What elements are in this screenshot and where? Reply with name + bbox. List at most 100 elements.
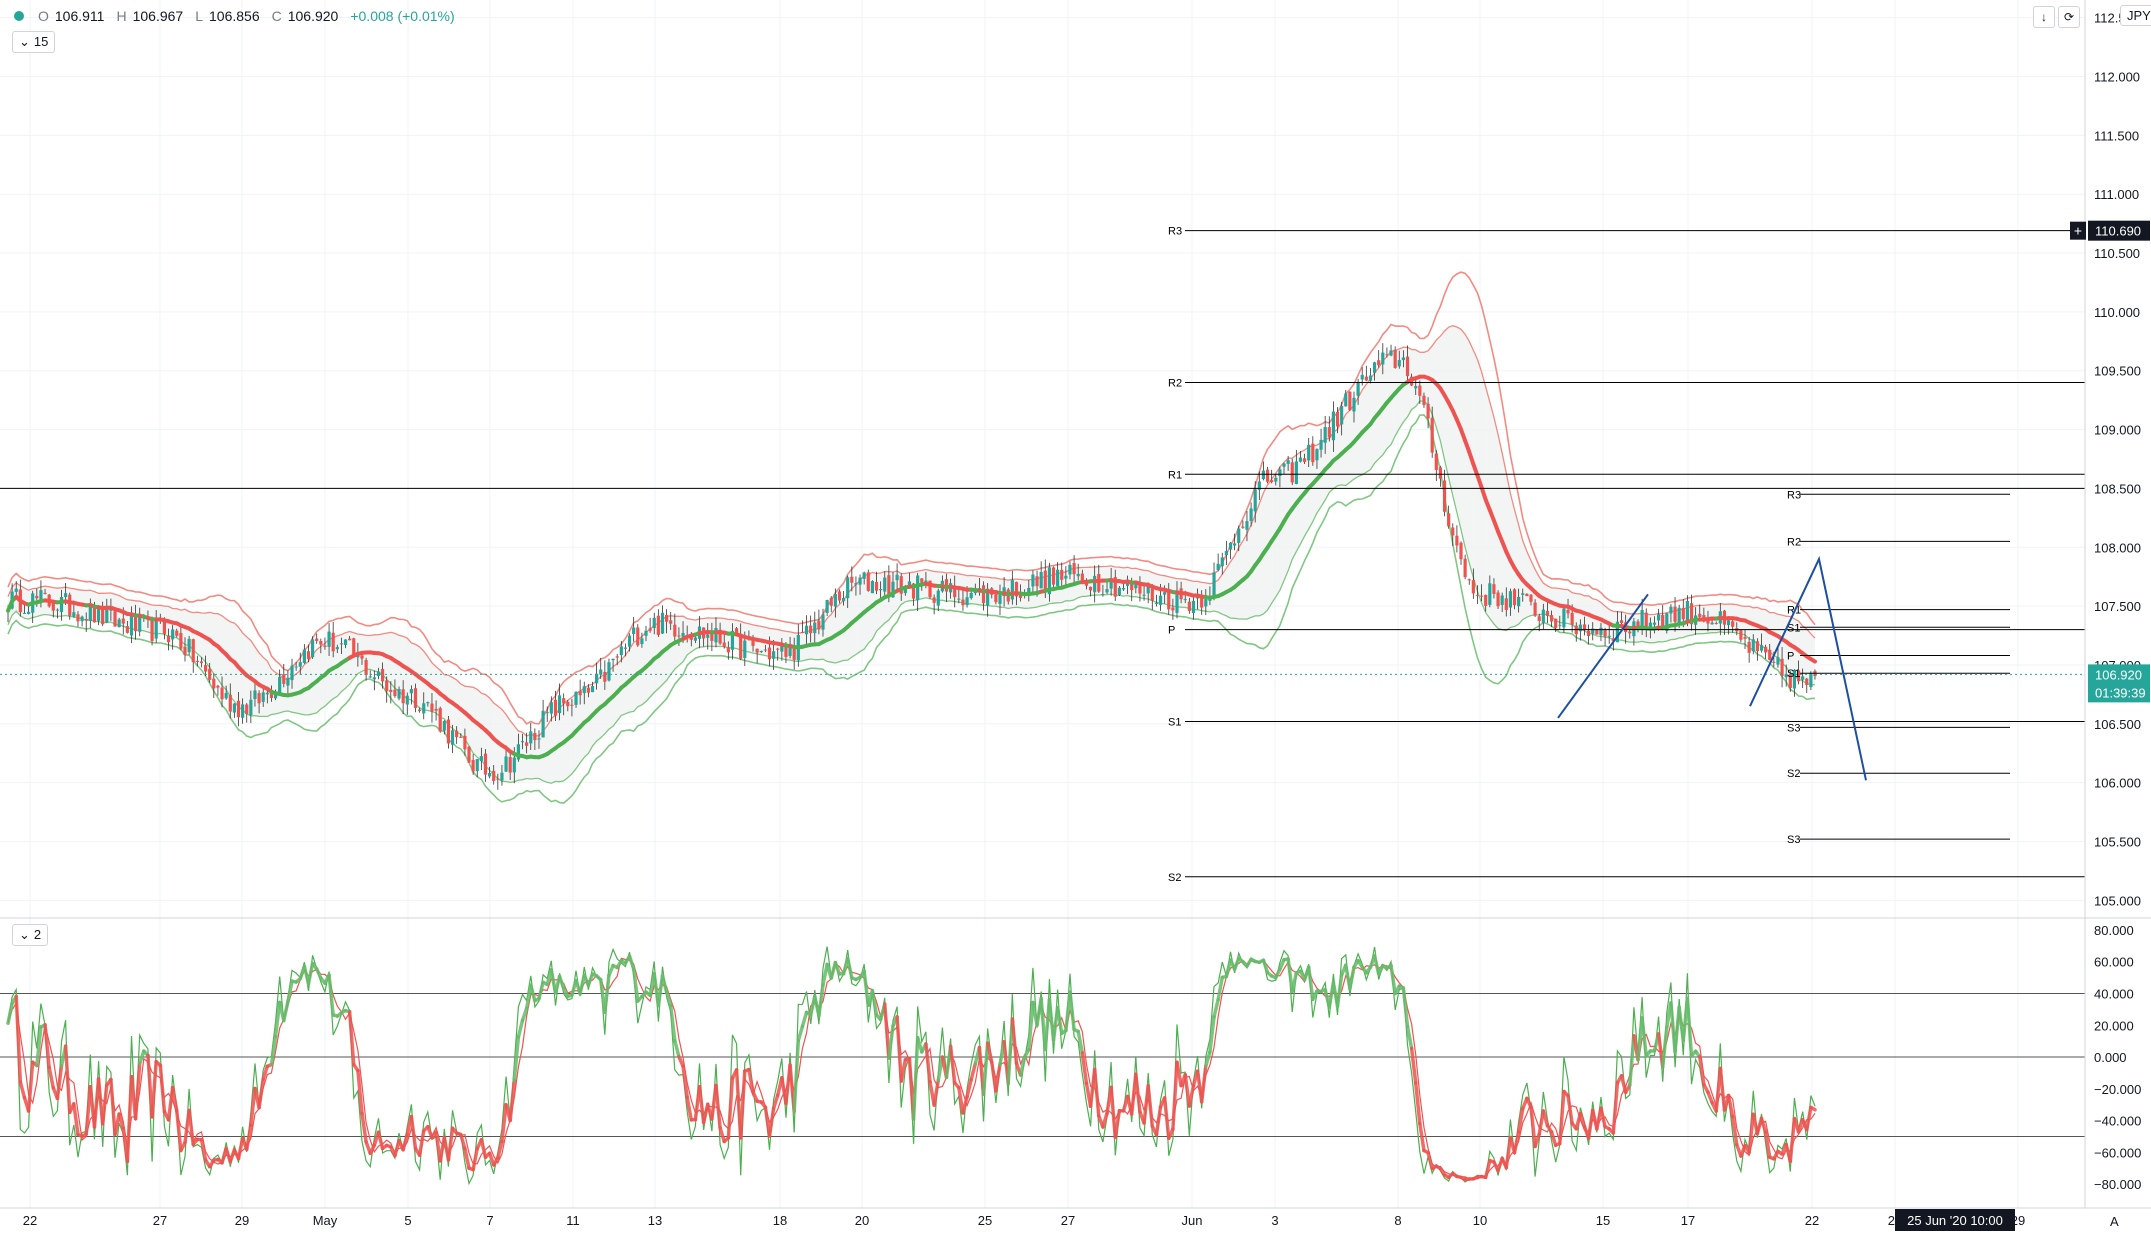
candle-body xyxy=(1529,594,1533,602)
candle-body xyxy=(1121,588,1126,590)
candle-body xyxy=(1525,593,1529,597)
candle-body xyxy=(290,665,294,681)
candle-body xyxy=(1175,590,1179,613)
osc-signal-segment xyxy=(1187,1083,1196,1108)
osc-signal-segment xyxy=(269,1034,278,1067)
candle-body xyxy=(35,595,39,599)
candle-body xyxy=(734,628,739,634)
candle-body xyxy=(1204,599,1208,607)
osc-signal-segment xyxy=(1660,1025,1669,1069)
candle-body xyxy=(51,603,55,611)
osc-signal-segment xyxy=(932,1078,941,1107)
candle-body xyxy=(726,647,730,653)
candle-body xyxy=(446,719,451,744)
candle-body xyxy=(1751,639,1755,652)
osc-signal-segment xyxy=(199,1137,208,1162)
osc-signal-segment xyxy=(1619,1074,1628,1095)
trend-line xyxy=(1749,555,1867,781)
candle-body xyxy=(1582,624,1587,630)
osc-signal-segment xyxy=(1212,997,1220,1019)
osc-signal-segment xyxy=(796,1024,805,1043)
osc-signal-segment xyxy=(1261,958,1270,975)
candle-body xyxy=(331,632,335,652)
trend-drawings[interactable] xyxy=(1557,555,1867,781)
candle-body xyxy=(730,630,735,650)
osc-signal-segment xyxy=(981,1041,990,1096)
osc-signal-segment xyxy=(1558,1089,1566,1146)
crosshair-time-badge xyxy=(1895,1209,2015,1231)
candle-body xyxy=(134,616,138,632)
candle-body xyxy=(1385,354,1389,356)
osc-signal-segment xyxy=(500,1103,508,1144)
auto-scale-button[interactable]: A xyxy=(2110,1214,2119,1229)
candle-body xyxy=(1438,467,1443,479)
download-icon[interactable]: ↓ xyxy=(2033,6,2055,28)
osc-signal-segment xyxy=(1290,971,1299,993)
osc-signal-segment xyxy=(1788,1116,1797,1164)
candle-body xyxy=(1257,481,1261,490)
osc-tick: 40.000 xyxy=(2094,987,2134,1002)
indicators-toggle-main[interactable]: ⌄ 15 xyxy=(12,31,56,53)
pivot-label: P xyxy=(1787,651,1794,663)
candle-body xyxy=(689,635,693,640)
candle-body xyxy=(1784,673,1788,678)
currency-label[interactable]: JPY xyxy=(2120,5,2151,26)
candle-body xyxy=(1064,575,1068,579)
osc-signal-segment xyxy=(1409,1046,1418,1085)
osc-signal-segment xyxy=(463,1146,471,1170)
candle-body xyxy=(253,690,257,700)
osc-signal-segment xyxy=(1512,1130,1521,1155)
candle-body xyxy=(916,575,920,601)
refresh-icon[interactable]: ⟳ xyxy=(2058,6,2080,28)
candle-body xyxy=(88,603,92,622)
osc-signal-segment xyxy=(261,1064,270,1081)
time-tick: 18 xyxy=(773,1213,787,1228)
candle-body xyxy=(1673,606,1677,622)
candle-body xyxy=(171,629,175,640)
candle-body xyxy=(1442,480,1447,512)
candle-body xyxy=(191,639,195,663)
candle-body xyxy=(1397,360,1401,367)
osc-signal-segment xyxy=(833,960,842,976)
candle-body xyxy=(920,578,924,583)
osc-signal-segment xyxy=(14,994,23,1084)
candle-body xyxy=(928,580,932,598)
candle-body xyxy=(780,645,784,652)
candle-body xyxy=(953,585,957,598)
ma-segment xyxy=(1479,485,1488,502)
indicator-count: 2 xyxy=(33,927,42,942)
candle-body xyxy=(615,656,619,658)
candle-body xyxy=(1307,444,1311,461)
candle-body xyxy=(175,630,179,636)
osc-signal-segment xyxy=(1697,1055,1706,1087)
candle-body xyxy=(619,646,623,656)
candle-body xyxy=(39,590,43,600)
candle-body xyxy=(545,712,549,714)
candle-body xyxy=(1743,637,1747,639)
candle-body xyxy=(895,574,899,581)
candle-body xyxy=(1619,620,1624,623)
osc-signal-segment xyxy=(35,1025,43,1068)
candle-body xyxy=(1599,627,1603,635)
candle-body xyxy=(841,598,846,602)
candle-body xyxy=(1739,630,1743,640)
candle-body xyxy=(1648,622,1652,628)
candle-body xyxy=(1628,631,1632,634)
candle-body xyxy=(422,703,426,714)
osc-signal-segment xyxy=(578,973,587,996)
candle-body xyxy=(1558,624,1562,626)
time-tick: 29 xyxy=(235,1213,249,1228)
indicators-toggle-osc[interactable]: ⌄ 2 xyxy=(12,924,49,946)
candle-body xyxy=(1566,610,1570,614)
candle-body xyxy=(450,730,455,745)
time-tick: 10 xyxy=(1473,1213,1487,1228)
candle-body xyxy=(1335,411,1340,427)
candle-body xyxy=(557,695,562,714)
osc-signal-segment xyxy=(1286,957,1294,993)
candle-body xyxy=(43,592,47,594)
candle-body xyxy=(352,638,356,656)
osc-signal-segment xyxy=(459,1132,467,1151)
candle-body xyxy=(1113,577,1117,597)
osc-signal-segment xyxy=(1541,1109,1550,1128)
